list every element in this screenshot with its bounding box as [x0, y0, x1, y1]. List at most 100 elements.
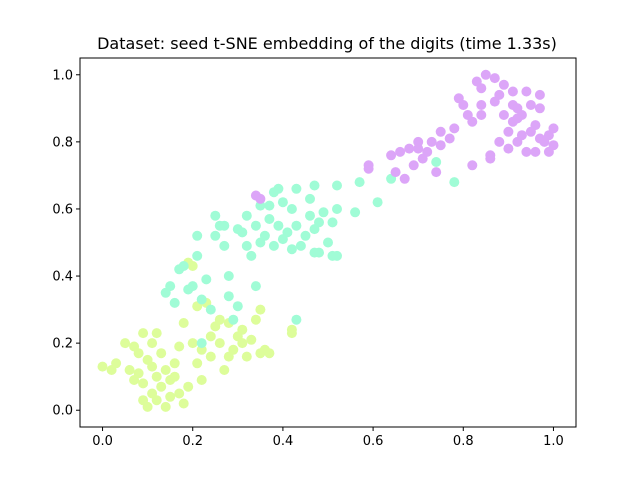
data-point-s2-34	[498, 79, 509, 90]
data-point-s1-32	[264, 200, 275, 211]
data-point-s1-25	[241, 210, 252, 221]
data-point-s2-38	[507, 86, 518, 97]
data-point-s1-59	[350, 207, 361, 218]
data-point-s1-6	[187, 281, 198, 292]
data-point-s1-58	[332, 180, 342, 191]
data-point-s0-4	[124, 365, 135, 375]
data-point-s2-56	[548, 123, 559, 134]
data-point-s1-13	[210, 230, 221, 241]
data-point-s0-61	[286, 324, 297, 335]
data-point-s0-59	[264, 348, 275, 359]
data-point-s0-30	[178, 318, 189, 328]
data-point-s1-23	[237, 227, 248, 238]
data-point-s1-47	[305, 193, 315, 204]
data-point-s2-13	[426, 136, 437, 147]
axes-layer: 0.0 0.2 0.4 0.6 0.8 1.0 0.0 0.2 0.4 0.6 0.8 1.0	[52, 68, 563, 449]
data-point-s0-31	[178, 398, 189, 409]
data-point-s1-28	[250, 220, 261, 231]
data-point-s0-22	[160, 365, 171, 375]
data-point-s2-5	[390, 167, 401, 178]
data-point-s1-67	[332, 250, 342, 261]
data-point-s0-23	[160, 401, 171, 412]
data-point-s0-29	[174, 341, 185, 352]
data-point-s0-28	[174, 388, 185, 399]
data-point-s2-7	[399, 173, 410, 184]
data-point-s0-27	[169, 371, 180, 382]
data-point-s1-9	[196, 338, 207, 349]
x-tick-label: 0.2	[182, 434, 203, 449]
data-point-s1-24	[241, 240, 252, 251]
data-point-s1-8	[192, 230, 203, 241]
data-point-s1-64	[449, 177, 460, 188]
y-tick-label: 0.0	[52, 404, 73, 419]
data-point-s2-9	[408, 160, 419, 171]
data-point-s1-35	[268, 240, 279, 251]
data-point-s1-40	[282, 227, 293, 238]
data-point-s0-56	[255, 304, 266, 315]
data-point-s1-26	[246, 250, 257, 261]
data-point-s2-6	[395, 146, 406, 157]
data-point-s0-20	[156, 348, 167, 359]
data-point-s0-44	[214, 314, 225, 325]
data-point-s0-52	[237, 338, 248, 349]
data-point-s1-10	[196, 294, 207, 305]
data-point-s1-52	[314, 217, 324, 228]
data-point-s0-15	[147, 361, 158, 372]
data-point-s1-37	[273, 183, 284, 194]
data-point-s1-7	[192, 250, 203, 261]
data-point-s1-42	[286, 244, 297, 255]
data-point-s2-45	[521, 86, 532, 97]
data-point-s2-25	[476, 83, 487, 94]
data-point-s2-19	[458, 100, 469, 110]
data-point-s0-8	[133, 368, 144, 379]
data-point-s2-3	[363, 160, 374, 171]
data-point-s2-26	[480, 69, 491, 80]
y-tick-label: 0.4	[52, 270, 73, 285]
data-point-s0-2	[111, 358, 122, 369]
plot-frame	[79, 57, 577, 428]
data-point-s0-51	[237, 324, 248, 335]
data-point-s2-35	[503, 126, 514, 137]
data-point-s1-12	[205, 304, 216, 315]
data-point-s1-18	[223, 271, 234, 281]
x-tick-label: 0.6	[363, 434, 384, 449]
data-point-s2-4	[386, 150, 397, 161]
data-point-s1-53	[318, 207, 329, 218]
data-point-s1-4	[178, 261, 189, 271]
data-point-s0-49	[228, 344, 239, 355]
data-point-s0-35	[187, 338, 198, 349]
data-point-s0-19	[151, 395, 162, 406]
data-point-s2-14	[431, 167, 442, 178]
y-tick-label: 0.6	[52, 202, 73, 217]
data-point-s2-21	[467, 116, 478, 127]
data-point-s1-60	[354, 177, 365, 188]
data-point-s2-16	[435, 140, 446, 151]
data-point-s2-31	[494, 89, 505, 100]
data-point-s1-20	[228, 314, 239, 325]
data-point-s2-15	[435, 126, 446, 137]
data-point-s2-48	[530, 120, 541, 131]
data-point-s0-42	[205, 351, 216, 362]
data-point-s0-18	[151, 371, 162, 382]
data-point-s1-50	[309, 180, 320, 191]
data-point-s1-33	[264, 214, 275, 224]
data-point-s1-61	[372, 197, 383, 208]
data-point-s2-28	[485, 150, 496, 161]
data-point-s0-7	[133, 348, 144, 359]
data-point-s2-60	[449, 123, 460, 134]
x-tick-label: 0.8	[453, 434, 474, 449]
data-point-s0-26	[169, 358, 180, 369]
data-point-s1-65	[291, 314, 302, 325]
data-point-s0-13	[142, 401, 153, 412]
data-point-s1-14	[210, 210, 221, 221]
data-point-s2-8	[404, 143, 415, 154]
data-point-s2-1	[255, 193, 266, 204]
data-point-s1-41	[286, 204, 297, 214]
data-point-s1-56	[327, 217, 338, 228]
data-point-s0-46	[219, 365, 230, 375]
data-point-s2-61	[413, 143, 424, 154]
data-point-s1-54	[323, 237, 333, 248]
data-point-s0-54	[246, 334, 257, 345]
data-point-s0-32	[183, 381, 194, 392]
chart-title: Dataset: seed t-SNE embedding of the dig…	[97, 34, 557, 53]
